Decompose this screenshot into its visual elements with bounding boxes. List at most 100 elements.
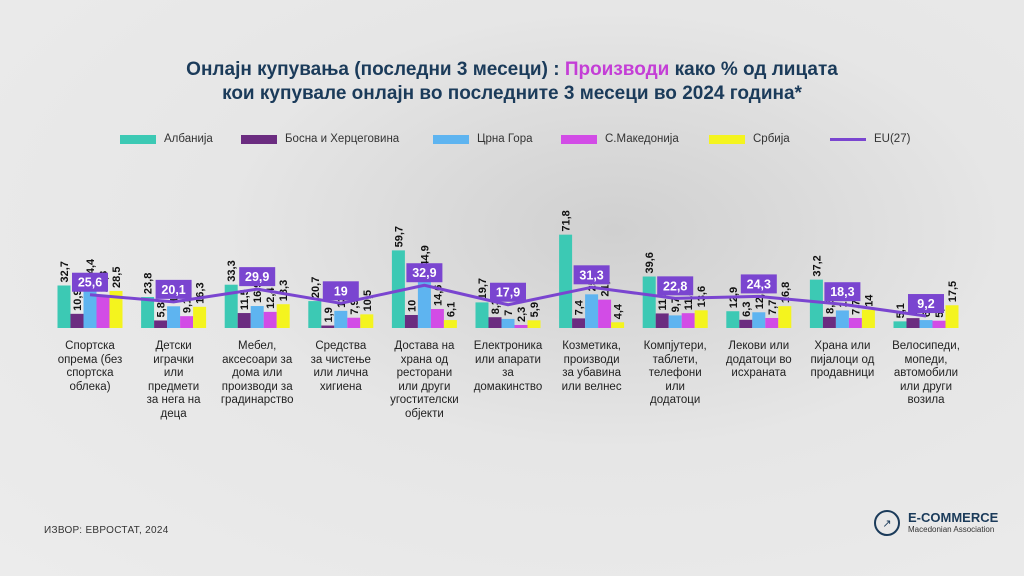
data-label-Албанија-4: 59,7: [393, 226, 405, 247]
category-label-7: Компјутери, таблети, телефони или додатоци: [636, 340, 714, 408]
category-label-line: Средства: [315, 340, 367, 352]
legend-item-serbia: Србија: [709, 133, 790, 145]
bar-Албанија-0: [57, 285, 71, 328]
legend-swatch: [241, 134, 277, 144]
bar-С.Македонија-6: [598, 299, 612, 328]
data-label-Босна и Херцеговина-6: 7,4: [574, 299, 586, 315]
category-label-line: телефони: [648, 367, 702, 379]
bar-Босна и Херцеговина-4: [404, 315, 418, 328]
category-label-line: таблети,: [652, 353, 698, 366]
category-label-8: Лекови или додатоци во исхраната: [720, 340, 798, 381]
legend-swatch: [561, 134, 597, 144]
bar-Црна Гора-9: [835, 310, 849, 328]
data-label-Србија-3: 10,5: [362, 290, 374, 311]
bar-Србија-3: [360, 314, 374, 328]
bar-Албанија-1: [141, 297, 155, 328]
data-label-Албанија-1: 23,8: [143, 273, 155, 294]
category-label-line: за чистење: [310, 353, 371, 366]
category-label-line: автомобили: [893, 367, 959, 379]
category-label-line: или: [665, 380, 685, 393]
category-label-line: производи за: [221, 380, 293, 393]
bar-Србија-5: [527, 320, 541, 328]
bar-Босна и Херцеговина-8: [739, 319, 753, 328]
data-label-Србија-9: 14: [863, 294, 875, 307]
bar-Црна Гора-8: [752, 312, 766, 328]
eu27-point-9: 18,3: [824, 282, 861, 302]
eu27-label-box: [490, 282, 526, 302]
category-label-10: Велосипеди, мопеди, автомобили или други воз…: [887, 340, 965, 408]
bar-Србија-4: [443, 320, 457, 328]
category-label-line: исхраната: [731, 367, 787, 379]
category-label-line: ресторани: [396, 367, 453, 379]
category-label-0: Спортска опрема (без спортска облека): [51, 340, 129, 394]
bar-Босна и Херцеговина-5: [488, 317, 502, 328]
bar-С.Македонија-9: [848, 317, 862, 328]
eu27-line: [89, 283, 927, 318]
eu27-point-8: 24,3: [740, 274, 777, 294]
legend-label: Албанија: [164, 133, 213, 145]
eu27-point-3: 19: [322, 281, 359, 301]
category-label-line: дома или: [232, 367, 283, 379]
category-label-line: Детски: [155, 340, 192, 352]
bar-Албанија-8: [726, 311, 740, 328]
category-label-line: објекти: [404, 407, 444, 420]
category-label-line: облека): [69, 380, 111, 393]
title-part1: Онлајн купувања (последни 3 месеци) :: [186, 59, 565, 80]
eu27-value-label: 25,6: [78, 276, 102, 290]
category-label-line: за убавина: [562, 367, 621, 379]
category-label-line: Достава на: [394, 340, 455, 352]
data-label-Босна и Херцеговина-2: 11,5: [239, 289, 251, 310]
category-label-line: опрема (без: [57, 353, 123, 366]
title-highlight: Производи: [564, 59, 670, 80]
eu27-value-label: 18,3: [830, 285, 854, 299]
legend-label: Босна и Херцеговина: [285, 133, 400, 145]
eu27-label-box: [908, 294, 944, 314]
bar-Босна и Херцеговина-3: [321, 325, 335, 328]
data-label-Србија-4: 6,1: [445, 302, 457, 317]
eu27-label-box: [740, 274, 777, 294]
legend-item-montenegro: Црна Гора: [433, 133, 533, 145]
data-label-Албанија-5: 19,7: [477, 278, 489, 299]
legend-label: Србија: [753, 133, 790, 145]
legend-item-bih: Босна и Херцеговина: [241, 133, 399, 145]
eu27-label-box: [72, 272, 108, 292]
data-label-Албанија-9: 37,2: [811, 255, 823, 276]
bar-Босна и Херцеговина-1: [154, 320, 168, 328]
eu27-value-label: 24,3: [747, 277, 771, 291]
legend-label: Црна Гора: [477, 133, 533, 145]
eu27-value-label: 20,1: [161, 283, 185, 297]
data-label-С.Македонија-5: 2,3: [516, 307, 528, 322]
legend-swatch: [709, 134, 745, 144]
category-label-line: Лекови или: [728, 340, 790, 352]
data-label-С.Македонија-3: 7,9: [349, 299, 361, 314]
category-label-1: Детски играчки или предмети за нега на деца: [135, 340, 213, 421]
eu27-value-label: 17,9: [496, 286, 520, 300]
eu27-value-label: 29,9: [245, 270, 269, 284]
category-label-line: додатоци: [650, 394, 701, 406]
category-label-5: Електроника или апарати за домакинство: [469, 340, 547, 394]
data-label-Босна и Херцеговина-8: 6,3: [741, 302, 753, 317]
bar-Црна Гора-1: [167, 306, 181, 328]
eu27-value-label: 32,9: [412, 266, 436, 280]
bar-Албанија-6: [559, 234, 573, 328]
data-label-Албанија-6: 71,8: [561, 210, 573, 231]
eu27-value-label: 9,2: [917, 297, 934, 311]
data-label-Србија-6: 4,4: [613, 303, 625, 319]
title-part2: како % од лицата: [669, 59, 838, 80]
legend-swatch: [120, 134, 156, 144]
category-label-line: Компјутери,: [643, 340, 707, 352]
data-label-Албанија-2: 33,3: [226, 260, 238, 281]
category-label-line: или други: [398, 380, 451, 393]
category-label-line: деца: [160, 407, 187, 420]
chart-hand-icon: ↗: [874, 510, 900, 536]
category-label-line: возила: [907, 394, 945, 406]
source-note: ИЗВОР: ЕВРОСТАТ, 2024: [44, 525, 169, 536]
logo: ↗ E-COMMERCE Macedonian Association: [874, 510, 998, 536]
legend: Албанија Босна и Херцеговина Црна Гора С…: [0, 133, 1024, 153]
category-label-line: или апарати за: [474, 353, 541, 380]
bar-С.Македонија-1: [180, 316, 194, 328]
data-label-Босна и Херцеговина-4: 10: [406, 300, 418, 312]
category-label-line: Храна или: [814, 340, 871, 352]
eu27-label-box: [155, 279, 192, 299]
category-label-line: Електроника: [473, 340, 543, 352]
